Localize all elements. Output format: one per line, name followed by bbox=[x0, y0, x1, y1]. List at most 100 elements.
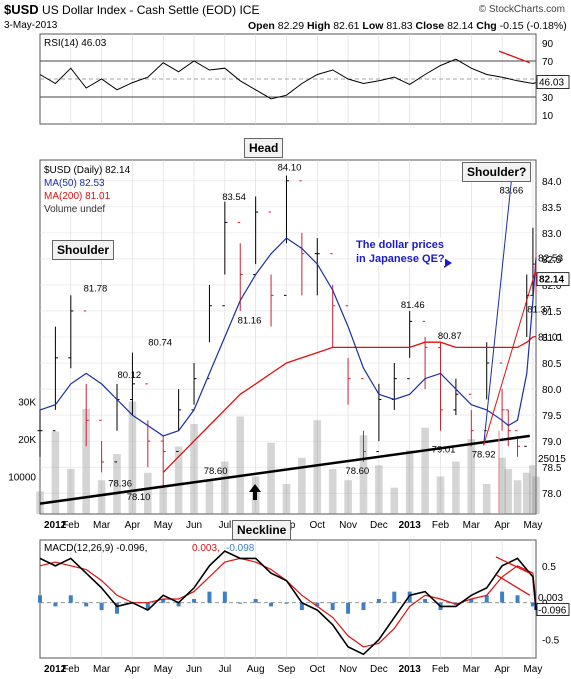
price-point-label: 83.54 bbox=[222, 192, 246, 203]
up-arrow-icon bbox=[249, 484, 261, 500]
macd-right-box bbox=[536, 603, 570, 616]
price-point-label: 78.10 bbox=[127, 492, 151, 503]
ma50-line bbox=[39, 237, 537, 437]
price-month-label: Oct bbox=[309, 520, 325, 531]
macd-histogram-bar bbox=[176, 602, 181, 607]
price-tick-label: 81.0 bbox=[542, 333, 562, 344]
macd-line bbox=[39, 550, 537, 656]
macd-month-label: Feb bbox=[62, 664, 80, 675]
macd-month-label: May bbox=[523, 664, 542, 675]
volume-bar bbox=[267, 442, 275, 514]
macd-histogram-bar bbox=[284, 602, 289, 604]
symbol: $USD bbox=[4, 2, 39, 17]
high-value: 82.61 bbox=[333, 20, 360, 32]
volume-bar bbox=[452, 461, 460, 514]
volume-bar bbox=[67, 469, 75, 514]
volume-bar bbox=[313, 420, 322, 514]
price-legend: $USD (Daily) 82.14 bbox=[44, 165, 131, 176]
ma200-line bbox=[162, 335, 537, 473]
volume-bar bbox=[174, 446, 183, 514]
ma200-right-label: 81.01 bbox=[538, 332, 563, 343]
chart-title: $USD US Dollar Index - Cash Settle (EOD)… bbox=[4, 2, 259, 17]
price-point-label: 81.46 bbox=[401, 300, 425, 311]
volume-bar bbox=[159, 487, 168, 514]
macd-month-label: Mar bbox=[93, 664, 111, 675]
volume-bar bbox=[390, 487, 399, 514]
volume-bar bbox=[205, 480, 214, 514]
price-month-label: May bbox=[154, 520, 173, 531]
price-month-label: 2013 bbox=[399, 520, 422, 531]
macd-histogram-bar bbox=[315, 602, 320, 607]
macd-histogram-bar bbox=[53, 602, 58, 607]
price-tick-label: 79.0 bbox=[542, 437, 562, 448]
volume-right-label: 25015 bbox=[538, 454, 566, 465]
price-tick-label: 80.0 bbox=[542, 385, 562, 396]
volume-bar bbox=[282, 484, 291, 514]
volume-bar bbox=[405, 450, 414, 514]
price-point-label: 80.12 bbox=[117, 370, 141, 381]
qe-note: The dollar prices in Japanese QE? bbox=[356, 238, 445, 266]
macd-histogram-bar bbox=[68, 595, 73, 603]
high-label: High bbox=[306, 20, 331, 32]
volume-bar bbox=[436, 476, 445, 514]
close-right-box bbox=[536, 272, 570, 287]
volume-bar bbox=[190, 424, 198, 514]
macd-signal-right-label: 0.003 bbox=[538, 593, 563, 604]
rsi-trend-annotation-line bbox=[498, 50, 531, 64]
chg-label: Chg bbox=[476, 20, 497, 32]
price-panel: 78.0 78.5 79.0 79.5 80.0 80.5 81.0 81.5 82.0 82.5… bbox=[8, 159, 570, 531]
macd-histogram-bar bbox=[530, 602, 535, 607]
rsi-tick-label: 90 bbox=[542, 39, 554, 50]
volume-legend: Volume undef bbox=[44, 204, 105, 215]
open-value: 82.29 bbox=[277, 20, 305, 32]
price-tick-label: 82.0 bbox=[542, 281, 562, 292]
volume-bar bbox=[236, 416, 245, 514]
price-month-label: May bbox=[523, 520, 542, 531]
price-month-label: Mar bbox=[463, 520, 481, 531]
qe-note-line1: The dollar prices bbox=[356, 239, 445, 251]
volume-bar bbox=[298, 457, 306, 514]
volume-tick-label: 30K bbox=[18, 398, 36, 409]
volume-bar bbox=[513, 480, 522, 514]
volume-tick-label: 10000 bbox=[8, 473, 36, 484]
macd-month-label: Apr bbox=[125, 664, 141, 675]
ohlc-summary: Open 82.29 High 82.61 Low 81.83 Close 82… bbox=[248, 20, 571, 32]
price-point-label: 78.60 bbox=[345, 466, 369, 477]
macd-histogram-bar bbox=[269, 602, 274, 607]
macd-histogram-bar bbox=[253, 599, 258, 603]
macd-histogram-bar bbox=[469, 599, 474, 603]
close-right-label: 82.14 bbox=[539, 275, 564, 286]
price-point-label: 78.60 bbox=[204, 466, 228, 477]
macd-month-label: Apr bbox=[494, 664, 510, 675]
instrument-name: US Dollar Index - Cash Settle (EOD) bbox=[42, 3, 237, 17]
macd-histogram-bar bbox=[392, 591, 397, 603]
macd-histogram-bar bbox=[161, 599, 166, 603]
rsi-line bbox=[39, 58, 537, 100]
macd-month-label: Feb bbox=[432, 664, 450, 675]
price-tick-label: 81.5 bbox=[542, 307, 562, 318]
qe-note-line2: in Japanese QE? bbox=[356, 253, 445, 265]
macd-histogram-bar bbox=[38, 595, 42, 603]
price-point-label: 78.36 bbox=[108, 478, 132, 489]
volume-bar bbox=[529, 465, 537, 514]
price-point-label: 81.16 bbox=[238, 316, 262, 327]
volume-bar bbox=[97, 480, 106, 514]
macd-histogram-bar bbox=[376, 599, 381, 603]
rsi-tick-label: 30 bbox=[542, 93, 554, 104]
macd-signal-legend: 0.003, bbox=[192, 543, 220, 554]
price-point-label: 80.74 bbox=[148, 338, 172, 349]
price-tick-label: 84.0 bbox=[542, 177, 562, 188]
macd-month-label: Aug bbox=[247, 664, 265, 675]
low-label: Low bbox=[362, 20, 384, 32]
price-point-label: 81.37 bbox=[527, 305, 551, 316]
price-tick-label: 80.5 bbox=[542, 359, 562, 370]
volume-bar bbox=[482, 484, 491, 514]
macd-month-label: Mar bbox=[463, 664, 481, 675]
volume-bar bbox=[344, 480, 352, 514]
macd-histogram-bar bbox=[145, 602, 150, 611]
chart-date: 3-May-2013 bbox=[4, 20, 58, 31]
macd-hist-legend: -0.098 bbox=[226, 543, 255, 554]
volume-bar bbox=[51, 431, 60, 514]
